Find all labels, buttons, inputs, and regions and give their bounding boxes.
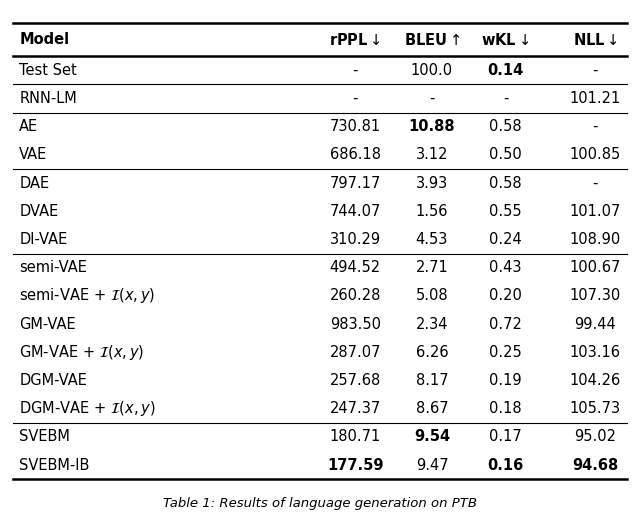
Text: 2.71: 2.71 — [415, 260, 449, 275]
Text: 8.17: 8.17 — [416, 373, 448, 388]
Text: -: - — [353, 63, 358, 78]
Text: 3.93: 3.93 — [416, 176, 448, 191]
Text: 104.26: 104.26 — [570, 373, 621, 388]
Text: 2.34: 2.34 — [416, 316, 448, 332]
Text: -: - — [503, 91, 508, 106]
Text: semi-VAE + $\mathcal{I}(x,y)$: semi-VAE + $\mathcal{I}(x,y)$ — [19, 286, 156, 305]
Text: wKL$\downarrow$: wKL$\downarrow$ — [481, 32, 530, 48]
Text: 287.07: 287.07 — [330, 345, 381, 359]
Text: 744.07: 744.07 — [330, 204, 381, 219]
Text: VAE: VAE — [19, 147, 47, 162]
Text: DI-VAE: DI-VAE — [19, 232, 67, 247]
Text: 0.17: 0.17 — [489, 429, 522, 444]
Text: 177.59: 177.59 — [327, 457, 383, 472]
Text: 180.71: 180.71 — [330, 429, 381, 444]
Text: 101.07: 101.07 — [570, 204, 621, 219]
Text: 983.50: 983.50 — [330, 316, 381, 332]
Text: 95.02: 95.02 — [574, 429, 616, 444]
Text: 100.67: 100.67 — [570, 260, 621, 275]
Text: 0.16: 0.16 — [488, 457, 524, 472]
Text: semi-VAE: semi-VAE — [19, 260, 87, 275]
Text: 3.12: 3.12 — [416, 147, 448, 162]
Text: 494.52: 494.52 — [330, 260, 381, 275]
Text: DGM-VAE: DGM-VAE — [19, 373, 87, 388]
Text: 257.68: 257.68 — [330, 373, 381, 388]
Text: 0.58: 0.58 — [490, 176, 522, 191]
Text: 260.28: 260.28 — [330, 289, 381, 304]
Text: AE: AE — [19, 119, 38, 134]
Text: 94.68: 94.68 — [572, 457, 618, 472]
Text: -: - — [593, 119, 598, 134]
Text: 8.67: 8.67 — [416, 401, 448, 416]
Text: -: - — [353, 91, 358, 106]
Text: 0.58: 0.58 — [490, 119, 522, 134]
Text: 730.81: 730.81 — [330, 119, 381, 134]
Text: 0.50: 0.50 — [489, 147, 522, 162]
Text: 0.72: 0.72 — [489, 316, 522, 332]
Text: 0.55: 0.55 — [490, 204, 522, 219]
Text: DVAE: DVAE — [19, 204, 58, 219]
Text: 9.54: 9.54 — [414, 429, 450, 444]
Text: Test Set: Test Set — [19, 63, 77, 78]
Text: 686.18: 686.18 — [330, 147, 381, 162]
Text: 310.29: 310.29 — [330, 232, 381, 247]
Text: 0.14: 0.14 — [488, 63, 524, 78]
Text: -: - — [593, 63, 598, 78]
Text: 0.24: 0.24 — [489, 232, 522, 247]
Text: 247.37: 247.37 — [330, 401, 381, 416]
Text: RNN-LM: RNN-LM — [19, 91, 77, 106]
Text: 0.25: 0.25 — [489, 345, 522, 359]
Text: 797.17: 797.17 — [330, 176, 381, 191]
Text: Table 1: Results of language generation on PTB: Table 1: Results of language generation … — [163, 497, 477, 510]
Text: NLL$\downarrow$: NLL$\downarrow$ — [573, 32, 618, 48]
Text: 101.21: 101.21 — [570, 91, 621, 106]
Text: 0.18: 0.18 — [490, 401, 522, 416]
Text: BLEU$\uparrow$: BLEU$\uparrow$ — [404, 32, 460, 48]
Text: 10.88: 10.88 — [409, 119, 455, 134]
Text: DAE: DAE — [19, 176, 49, 191]
Text: -: - — [593, 176, 598, 191]
Text: rPPL$\downarrow$: rPPL$\downarrow$ — [329, 32, 381, 48]
Text: 5.08: 5.08 — [416, 289, 448, 304]
Text: 0.43: 0.43 — [490, 260, 522, 275]
Text: Model: Model — [19, 32, 69, 47]
Text: 100.85: 100.85 — [570, 147, 621, 162]
Text: 99.44: 99.44 — [574, 316, 616, 332]
Text: GM-VAE + $\mathcal{I}(x,y)$: GM-VAE + $\mathcal{I}(x,y)$ — [19, 343, 145, 362]
Text: 108.90: 108.90 — [570, 232, 621, 247]
Text: 105.73: 105.73 — [570, 401, 621, 416]
Text: 100.0: 100.0 — [411, 63, 453, 78]
Text: SVEBM-IB: SVEBM-IB — [19, 457, 90, 472]
Text: 1.56: 1.56 — [416, 204, 448, 219]
Text: 0.20: 0.20 — [489, 289, 522, 304]
Text: 9.47: 9.47 — [416, 457, 448, 472]
Text: -: - — [429, 91, 435, 106]
Text: 107.30: 107.30 — [570, 289, 621, 304]
Text: GM-VAE: GM-VAE — [19, 316, 76, 332]
Text: 0.19: 0.19 — [490, 373, 522, 388]
Text: 6.26: 6.26 — [416, 345, 448, 359]
Text: SVEBM: SVEBM — [19, 429, 70, 444]
Text: DGM-VAE + $\mathcal{I}(x,y)$: DGM-VAE + $\mathcal{I}(x,y)$ — [19, 399, 156, 418]
Text: 4.53: 4.53 — [416, 232, 448, 247]
Text: 103.16: 103.16 — [570, 345, 621, 359]
